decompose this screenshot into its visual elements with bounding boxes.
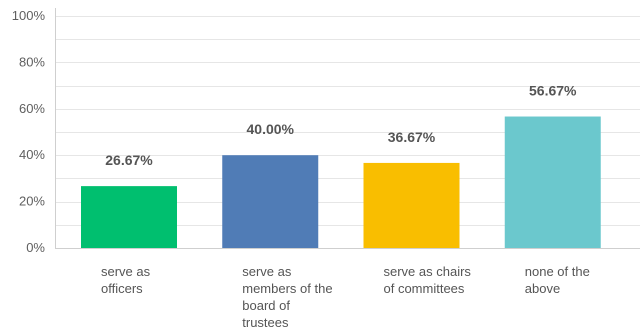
y-tick-label: 0% <box>26 240 45 255</box>
y-tick-label: 20% <box>19 194 45 209</box>
y-axis-ticks: 0% 20% 40% 60% 80% 100% <box>12 8 46 255</box>
data-label: 40.00% <box>247 121 295 137</box>
x-category-label: serve as members of the board of trustees <box>242 264 332 329</box>
data-label: 56.67% <box>529 83 577 99</box>
bar <box>222 155 319 248</box>
bar <box>363 162 460 248</box>
x-category-label: serve as chairs of committees <box>384 264 472 296</box>
y-tick-label: 100% <box>12 8 46 23</box>
bars <box>81 116 601 248</box>
bar <box>504 116 601 248</box>
y-tick-label: 60% <box>19 101 45 116</box>
x-category-label: none of the above <box>525 264 590 296</box>
data-label: 36.67% <box>388 129 436 145</box>
x-axis-categories: serve as officers serve as members of the bo… <box>101 264 590 329</box>
x-category-label: serve as officers <box>101 264 151 296</box>
y-tick-label: 80% <box>19 54 45 69</box>
data-label: 26.67% <box>105 152 153 168</box>
y-tick-label: 40% <box>19 147 45 162</box>
bar <box>81 186 177 248</box>
data-labels: 26.67% 40.00% 36.67% 56.67% <box>105 83 577 169</box>
